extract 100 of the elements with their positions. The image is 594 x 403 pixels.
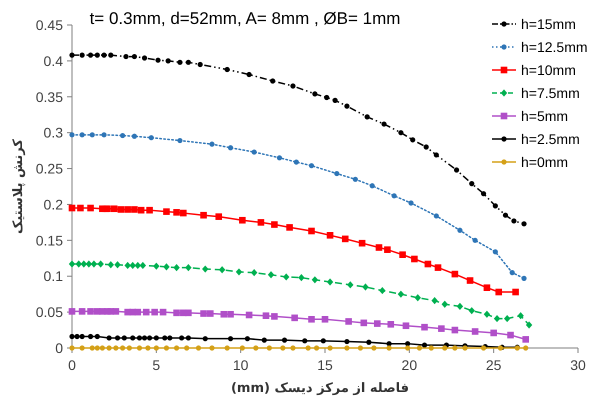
point xyxy=(239,216,246,224)
point xyxy=(302,338,308,344)
y-tick-label: 0.05 xyxy=(36,304,64,320)
legend-label: h=12.5mm xyxy=(521,39,588,55)
point xyxy=(342,236,349,242)
point xyxy=(320,338,326,344)
point xyxy=(136,345,142,351)
point xyxy=(142,55,148,61)
point xyxy=(87,204,94,212)
point xyxy=(87,308,94,315)
point xyxy=(392,193,397,198)
point xyxy=(266,345,272,351)
point xyxy=(101,132,107,138)
point xyxy=(134,262,141,270)
point xyxy=(387,321,394,328)
point xyxy=(276,155,282,160)
point xyxy=(291,314,298,322)
point xyxy=(97,260,104,268)
point xyxy=(384,246,391,253)
point xyxy=(386,345,392,351)
point xyxy=(442,345,448,351)
point xyxy=(250,269,258,276)
point xyxy=(504,314,510,322)
point xyxy=(322,316,328,323)
point xyxy=(106,335,112,341)
point xyxy=(399,251,406,258)
point xyxy=(138,206,144,214)
point xyxy=(94,52,100,58)
point xyxy=(163,208,170,215)
x-tick-label: 25 xyxy=(486,357,502,373)
y-axis-title: کرنش پلاستیک xyxy=(11,138,26,234)
point xyxy=(371,345,377,351)
point xyxy=(94,345,100,351)
x-tick-label: 30 xyxy=(570,357,586,373)
point xyxy=(466,277,474,284)
point xyxy=(252,149,257,155)
point xyxy=(68,260,76,268)
point xyxy=(240,345,245,351)
point xyxy=(90,260,98,268)
point xyxy=(469,181,474,186)
point xyxy=(174,345,180,351)
point xyxy=(120,345,126,351)
point xyxy=(142,308,150,316)
point xyxy=(146,206,153,214)
point xyxy=(492,203,498,208)
point xyxy=(298,274,305,282)
point xyxy=(215,213,222,220)
point xyxy=(410,137,416,142)
point xyxy=(68,204,76,212)
point xyxy=(228,336,234,342)
point xyxy=(286,224,293,231)
x-tick-label: 15 xyxy=(317,357,333,373)
point xyxy=(160,308,166,316)
point xyxy=(69,52,75,58)
point xyxy=(332,98,338,103)
point xyxy=(456,302,464,310)
legend-label: h=5mm xyxy=(521,108,568,124)
point xyxy=(113,345,118,351)
point xyxy=(179,335,184,341)
point xyxy=(438,325,445,332)
point xyxy=(80,345,85,351)
point xyxy=(74,334,80,340)
point xyxy=(512,288,519,296)
point xyxy=(86,260,92,268)
point xyxy=(312,91,318,97)
point xyxy=(381,121,387,127)
point xyxy=(490,330,497,336)
point xyxy=(268,271,274,278)
point xyxy=(186,335,191,341)
point xyxy=(526,321,532,329)
point xyxy=(167,335,172,341)
point xyxy=(434,152,439,158)
point xyxy=(283,273,290,281)
point xyxy=(452,345,458,351)
x-tick-label: 0 xyxy=(68,357,76,373)
y-tick-label: 0.15 xyxy=(36,232,64,248)
point xyxy=(118,206,124,213)
point xyxy=(220,310,228,318)
point xyxy=(308,163,314,168)
point xyxy=(163,263,170,270)
point xyxy=(312,276,318,284)
point xyxy=(154,345,159,351)
point xyxy=(408,200,414,206)
point xyxy=(69,132,75,138)
point xyxy=(196,345,202,351)
y-tick-label: 0.45 xyxy=(36,17,64,33)
y-tick-label: 0.2 xyxy=(44,196,64,212)
point xyxy=(308,228,315,234)
point xyxy=(106,345,112,351)
point xyxy=(114,335,120,341)
point xyxy=(110,205,118,212)
point xyxy=(154,335,159,341)
x-tick-label: 10 xyxy=(232,357,249,373)
point xyxy=(80,52,85,58)
point xyxy=(258,219,264,226)
point xyxy=(402,322,410,330)
point xyxy=(122,335,127,341)
point xyxy=(306,345,311,351)
point xyxy=(334,170,340,176)
point xyxy=(270,78,276,84)
